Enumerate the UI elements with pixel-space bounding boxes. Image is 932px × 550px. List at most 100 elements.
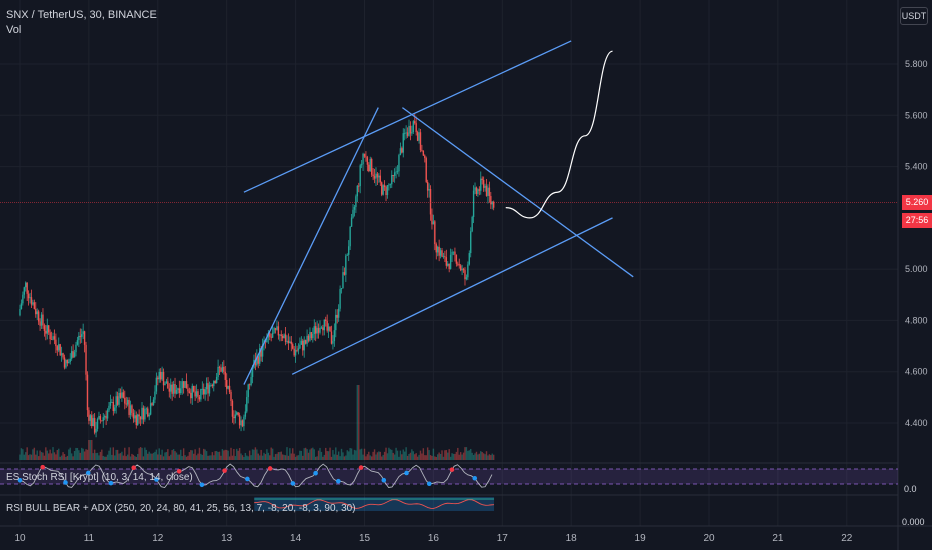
volume-bars (19, 385, 495, 460)
volume-bar (129, 456, 132, 460)
volume-bar (237, 450, 239, 460)
candle-body (246, 397, 248, 412)
volume-bar (435, 456, 437, 460)
volume-bar (340, 448, 343, 460)
candle-body (251, 368, 254, 378)
candle-body (119, 392, 122, 398)
volume-bar (448, 449, 450, 460)
candle-body (468, 253, 470, 265)
volume-bar (45, 447, 47, 460)
volume-bar (454, 453, 456, 460)
volume-bar (386, 453, 389, 460)
candle-body (161, 371, 163, 380)
candle-body (230, 391, 232, 401)
candle-body (477, 189, 479, 194)
candle-body (363, 153, 366, 157)
volume-bar (26, 447, 28, 460)
volume-bar (86, 449, 89, 460)
candle-body (157, 377, 159, 380)
candle-body (355, 196, 357, 207)
trendline[interactable] (402, 107, 634, 278)
volume-bar (327, 451, 330, 460)
candle-body (82, 331, 84, 335)
volume-bar (159, 454, 162, 460)
volume-bar (309, 449, 311, 460)
stoch-rsi-label[interactable]: ES Stoch RSI [Krypt] (10, 3, 14, 14, clo… (6, 472, 193, 483)
candle-body (402, 133, 404, 153)
volume-bar (184, 455, 186, 460)
candle-body (227, 385, 229, 389)
volume-bar (350, 448, 353, 460)
candle-body (471, 216, 473, 232)
volume-bar (119, 453, 122, 460)
candle-body (83, 331, 86, 345)
volume-bar (424, 455, 426, 460)
stoch-signal-dot (108, 480, 114, 486)
candle-body (126, 399, 129, 405)
volume-bar (192, 453, 195, 460)
volume-bar (201, 454, 203, 460)
volume-bar (114, 455, 116, 460)
volume-bar (121, 451, 123, 460)
candle-body (187, 388, 189, 392)
candle-body (474, 187, 476, 191)
candle-body (85, 344, 87, 375)
candle-body (35, 308, 37, 315)
candle-body (158, 371, 160, 380)
volume-bar (388, 447, 390, 460)
trendline[interactable] (243, 107, 379, 385)
trendline[interactable] (291, 217, 613, 375)
volume-bar (65, 456, 67, 460)
candle-body (310, 332, 313, 339)
candle-body (180, 388, 182, 394)
volume-bar (312, 447, 314, 460)
candle-body (274, 328, 277, 330)
candle-body (326, 321, 328, 331)
volume-bar (218, 451, 221, 460)
candle-body (256, 356, 258, 366)
rsi-line (254, 499, 495, 509)
candle-body (304, 340, 307, 344)
rsi-bull-bear-label[interactable]: RSI BULL BEAR + ADX (250, 20, 24, 80, 41… (6, 503, 356, 514)
volume-bar (85, 449, 87, 460)
volume-bar (124, 447, 126, 460)
volume-bar (111, 454, 113, 460)
volume-bar (178, 454, 181, 460)
candle-body (116, 396, 119, 405)
y-tick-label: 4.800 (905, 315, 928, 325)
candle-body (129, 405, 132, 415)
volume-bar (441, 450, 443, 460)
volume-bar (482, 453, 485, 460)
volume-bar (487, 455, 489, 460)
candle-body (271, 332, 274, 338)
candle-body (375, 173, 377, 179)
projection-curve[interactable] (505, 50, 613, 219)
candle-body (345, 255, 347, 275)
candle-body (458, 264, 460, 266)
volume-bar (472, 454, 475, 460)
volume-bar (261, 455, 264, 460)
volume-bar (158, 448, 160, 460)
volume-bar (273, 456, 275, 460)
volume-bar (132, 454, 135, 460)
volume-bar (306, 449, 308, 460)
volume-bar (125, 456, 127, 460)
volume-bar (211, 452, 214, 460)
volume-bar (431, 455, 433, 460)
candle-body (223, 366, 225, 372)
candle-body (43, 325, 46, 331)
currency-selector[interactable]: USDT (900, 7, 928, 25)
trendline[interactable] (243, 40, 572, 193)
volume-bar (416, 456, 419, 460)
volume-bar (106, 454, 109, 460)
volume-bar (284, 455, 287, 460)
candle-body (340, 288, 343, 290)
candle-body (29, 297, 31, 299)
candle-body (167, 381, 169, 389)
candle-body (277, 326, 280, 336)
volume-bar (287, 455, 290, 460)
candle-body (261, 344, 264, 357)
volume-bar (303, 448, 305, 460)
volume-bar (316, 456, 318, 460)
